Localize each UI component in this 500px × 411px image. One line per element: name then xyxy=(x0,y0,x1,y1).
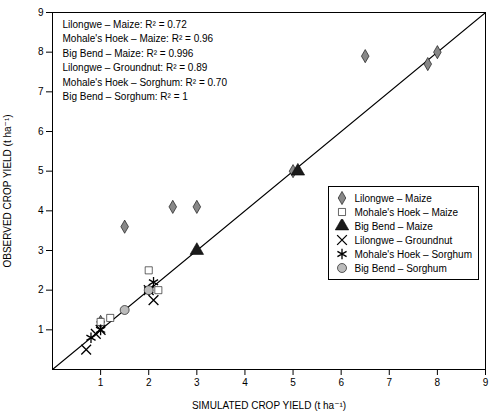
svg-text:4: 4 xyxy=(242,377,248,388)
svg-text:5: 5 xyxy=(38,165,44,176)
svg-text:6: 6 xyxy=(338,377,344,388)
svg-text:1: 1 xyxy=(98,377,104,388)
svg-text:9: 9 xyxy=(483,377,489,388)
svg-text:2: 2 xyxy=(38,284,44,295)
html-text:Big Bend – Sorghum: Big Bend – Sorghum xyxy=(354,262,447,274)
svg-text:9: 9 xyxy=(38,7,44,18)
html-text:Mohale's Hoek – Sorghum: Mohale's Hoek – Sorghum xyxy=(354,248,472,260)
html-text:Lilongwe – Groundnut: Lilongwe – Groundnut xyxy=(354,234,453,246)
svg-text:Lilongwe – Maize: R² = 0.72Moh: Lilongwe – Maize: R² = 0.72Mohale's Hoek… xyxy=(63,19,228,103)
svg-text:5: 5 xyxy=(290,377,296,388)
svg-text:OBSERVED CROP YIELD (t ha⁻¹): OBSERVED CROP YIELD (t ha⁻¹) xyxy=(2,114,13,267)
svg-text:8: 8 xyxy=(38,46,44,57)
svg-text:SIMULATED CROP YIELD (t ha⁻¹): SIMULATED CROP YIELD (t ha⁻¹) xyxy=(192,400,346,411)
svg-text:3: 3 xyxy=(38,245,44,256)
svg-text:2: 2 xyxy=(146,377,152,388)
html-text:Mohale's Hoek – Maize: Mohale's Hoek – Maize xyxy=(354,206,459,218)
svg-text:6: 6 xyxy=(38,126,44,137)
svg-text:3: 3 xyxy=(194,377,200,388)
html-text:Lilongwe – Maize: Lilongwe – Maize xyxy=(354,192,432,204)
svg-text:8: 8 xyxy=(435,377,441,388)
svg-text:4: 4 xyxy=(38,205,44,216)
html-text:Big Bend – Maize: Big Bend – Maize xyxy=(354,220,433,232)
svg-text:7: 7 xyxy=(38,86,44,97)
svg-text:1: 1 xyxy=(38,324,44,335)
svg-text:7: 7 xyxy=(386,377,392,388)
